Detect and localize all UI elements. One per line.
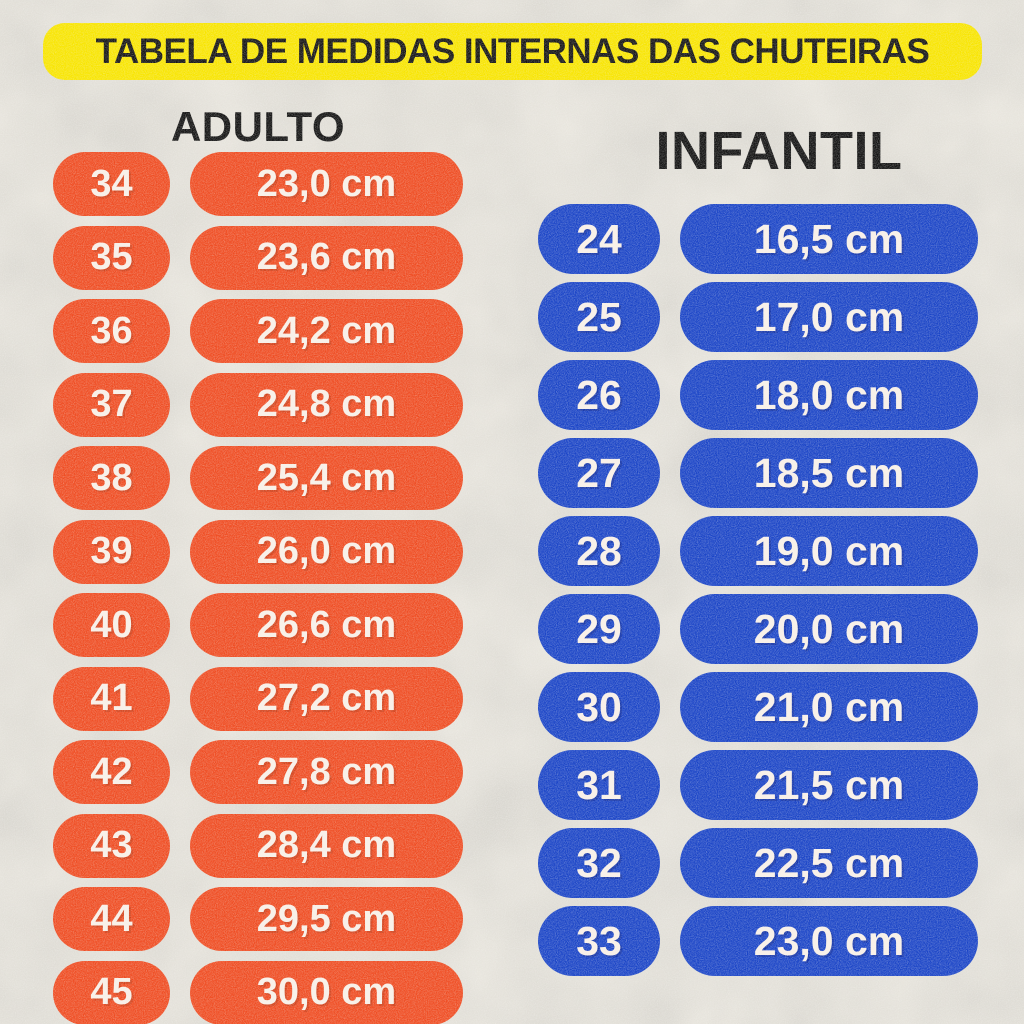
length-pill: 27,2 cm: [190, 666, 463, 731]
size-pill: 44: [53, 887, 170, 951]
adult-row: 43 28,4 cm: [53, 813, 463, 878]
length-pill: 16,5 cm: [680, 204, 978, 274]
adult-row: 35 23,6 cm: [53, 225, 463, 290]
size-pill: 36: [53, 299, 170, 363]
length-pill: 17,0 cm: [680, 282, 978, 352]
size-pill: 29: [538, 594, 660, 664]
adult-row: 44 29,5 cm: [53, 887, 463, 951]
adult-row: 36 24,2 cm: [53, 299, 463, 363]
size-pill: 45: [53, 960, 170, 1024]
adult-row: 34 23,0 cm: [53, 152, 463, 216]
infant-row: 32 22,5 cm: [538, 828, 978, 898]
size-pill: 31: [538, 750, 660, 820]
adult-row: 42 27,8 cm: [53, 740, 463, 804]
adult-row: 45 30,0 cm: [53, 960, 463, 1024]
infant-row: 33 23,0 cm: [538, 906, 978, 976]
length-pill: 23,6 cm: [190, 225, 463, 290]
length-pill: 21,5 cm: [680, 750, 978, 820]
size-pill: 25: [538, 282, 660, 352]
length-pill: 19,0 cm: [680, 516, 978, 586]
length-pill: 21,0 cm: [680, 672, 978, 742]
size-pill: 37: [53, 372, 170, 437]
length-pill: 22,5 cm: [680, 828, 978, 898]
length-pill: 27,8 cm: [190, 740, 463, 804]
length-pill: 26,6 cm: [190, 593, 463, 657]
length-pill: 23,0 cm: [190, 152, 463, 216]
size-pill: 40: [53, 593, 170, 657]
infant-row: 30 21,0 cm: [538, 672, 978, 742]
infant-row: 29 20,0 cm: [538, 594, 978, 664]
adult-size-table: 34 23,0 cm 35 23,6 cm 36 24,2 cm 37 24,8…: [53, 152, 463, 1024]
length-pill: 23,0 cm: [680, 906, 978, 976]
infant-row: 27 18,5 cm: [538, 438, 978, 508]
adult-column-header: ADULTO: [170, 103, 346, 150]
size-pill: 26: [538, 360, 660, 430]
adult-row: 40 26,6 cm: [53, 593, 463, 657]
page-title: TABELA DE MEDIDAS INTERNAS DAS CHUTEIRAS: [95, 31, 930, 71]
size-pill: 35: [53, 225, 170, 290]
size-pill: 33: [538, 906, 660, 976]
size-pill: 42: [53, 740, 170, 804]
size-pill: 27: [538, 438, 660, 508]
length-pill: 20,0 cm: [680, 594, 978, 664]
size-pill: 32: [538, 828, 660, 898]
length-pill: 25,4 cm: [190, 446, 463, 510]
length-pill: 30,0 cm: [190, 960, 463, 1024]
size-pill: 34: [53, 152, 170, 216]
adult-row: 37 24,8 cm: [53, 372, 463, 437]
size-pill: 24: [538, 204, 660, 274]
adult-row: 39 26,0 cm: [53, 519, 463, 584]
length-pill: 28,4 cm: [190, 813, 463, 878]
infant-row: 26 18,0 cm: [538, 360, 978, 430]
infant-size-table: 24 16,5 cm 25 17,0 cm 26 18,0 cm 27 18,5…: [538, 204, 978, 976]
infant-row: 31 21,5 cm: [538, 750, 978, 820]
length-pill: 24,2 cm: [190, 299, 463, 363]
infant-row: 28 19,0 cm: [538, 516, 978, 586]
size-pill: 30: [538, 672, 660, 742]
size-pill: 28: [538, 516, 660, 586]
title-banner: TABELA DE MEDIDAS INTERNAS DAS CHUTEIRAS: [43, 23, 982, 80]
length-pill: 26,0 cm: [190, 519, 463, 584]
infant-row: 25 17,0 cm: [538, 282, 978, 352]
length-pill: 18,0 cm: [680, 360, 978, 430]
size-pill: 39: [53, 519, 170, 584]
length-pill: 29,5 cm: [190, 887, 463, 951]
size-pill: 43: [53, 813, 170, 878]
length-pill: 18,5 cm: [680, 438, 978, 508]
infant-row: 24 16,5 cm: [538, 204, 978, 274]
adult-row: 41 27,2 cm: [53, 666, 463, 731]
infant-column-header: INFANTIL: [655, 121, 903, 181]
length-pill: 24,8 cm: [190, 372, 463, 437]
size-pill: 38: [53, 446, 170, 510]
adult-row: 38 25,4 cm: [53, 446, 463, 510]
size-pill: 41: [53, 666, 170, 731]
